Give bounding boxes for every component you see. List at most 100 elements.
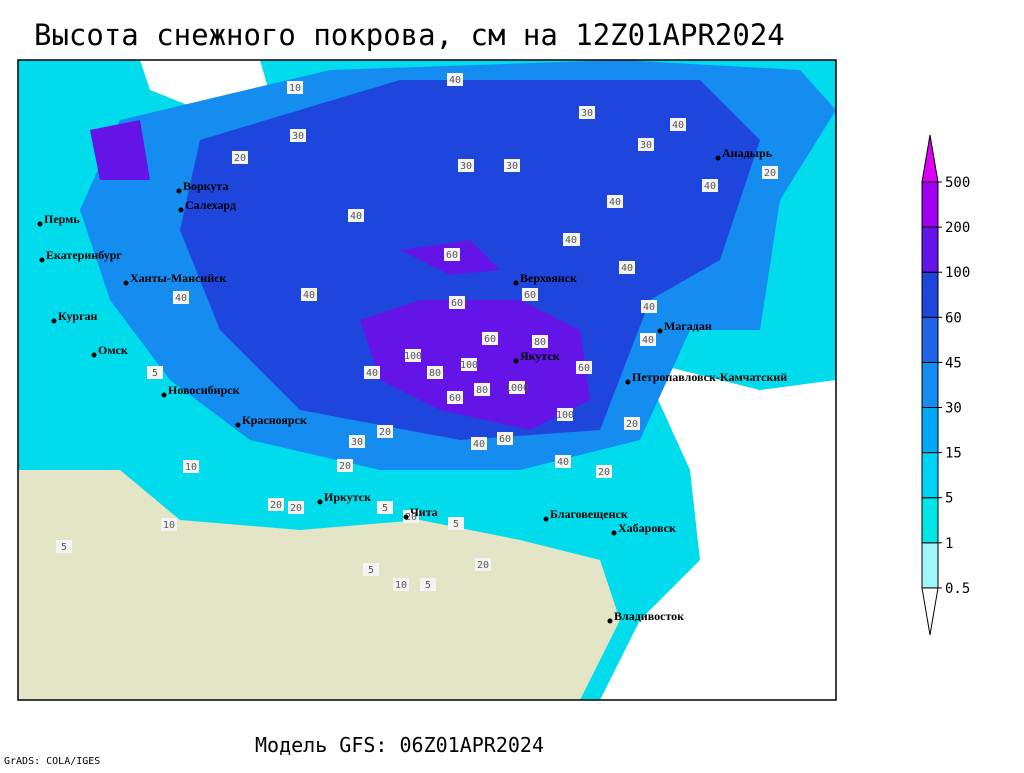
label-bg: [427, 366, 443, 379]
legend-swatch: [921, 542, 939, 589]
city-dot: [161, 392, 167, 398]
city-dot: [317, 499, 323, 505]
label-bg: [447, 391, 463, 404]
city-label: Петропавловск-Камчатский: [632, 370, 787, 384]
contour-label: 30: [351, 437, 363, 448]
city-dot: [91, 352, 97, 358]
label-bg: [522, 288, 538, 301]
label-bg: [640, 333, 656, 346]
label-bg: [762, 166, 778, 179]
contour-label: 30: [506, 161, 518, 172]
city-label: Воркута: [183, 179, 228, 193]
map-area: [17, 59, 837, 701]
contour-label: 30: [292, 131, 304, 142]
contour-label: 100: [404, 351, 422, 362]
label-bg: [579, 106, 595, 119]
map-frame: [17, 59, 837, 701]
label-bg: [377, 501, 393, 514]
contour-label: 80: [534, 337, 546, 348]
contour-label: 5: [152, 368, 158, 379]
contour-label: 40: [704, 181, 716, 192]
contour-label: 20: [598, 467, 610, 478]
contour-label: 60: [446, 250, 458, 261]
legend-label: 100: [945, 265, 970, 281]
contour-label: 40: [609, 197, 621, 208]
contour-label: 40: [621, 263, 633, 274]
contour-label: 40: [557, 457, 569, 468]
city-label: Хабаровск: [618, 521, 676, 535]
legend-swatch: [921, 181, 939, 228]
credit: GrADS: COLA/IGES: [4, 756, 100, 767]
label-bg: [290, 129, 306, 142]
label-bg: [183, 460, 199, 473]
contour-label: 40: [473, 439, 485, 450]
label-bg: [555, 455, 571, 468]
contour-label: 20: [290, 503, 302, 514]
label-bg: [232, 151, 248, 164]
city-label: Новосибирск: [168, 383, 240, 397]
contour-label: 60: [449, 393, 461, 404]
label-bg: [349, 435, 365, 448]
contour-label: 20: [477, 560, 489, 571]
label-bg: [461, 358, 477, 371]
contour-label: 30: [581, 108, 593, 119]
label-bg: [447, 73, 463, 86]
label-bg: [532, 335, 548, 348]
label-bg: [268, 498, 284, 511]
label-bg: [403, 510, 419, 523]
label-bg: [147, 366, 163, 379]
city-dot: [235, 422, 241, 428]
contour-label: 40: [449, 75, 461, 86]
sea: [600, 360, 836, 700]
label-bg: [363, 563, 379, 576]
city-label: Иркутск: [324, 490, 371, 504]
legend-swatch: [921, 452, 939, 499]
contour-label: 40: [350, 211, 362, 222]
label-bg: [638, 138, 654, 151]
city-dot: [611, 530, 617, 536]
legend-label: 1: [945, 536, 953, 552]
footer: Модель GFS: 06Z01APR2024: [255, 733, 544, 757]
contour-label: 100: [460, 360, 478, 371]
contour-label: 20: [405, 512, 417, 523]
contour-label: 5: [368, 565, 374, 576]
label-bg: [474, 383, 490, 396]
city-label: Анадырь: [722, 146, 773, 160]
contour-label: 10: [289, 83, 301, 94]
contour-label: 40: [672, 120, 684, 131]
map-title: Высота снежного покрова, см на 12Z01APR2…: [34, 18, 785, 52]
city-label: Пермь: [44, 212, 80, 226]
contour-label: 80: [429, 368, 441, 379]
city-label: Якутск: [520, 349, 560, 363]
legend-swatch: [921, 271, 939, 318]
legend-label: 0.5: [945, 581, 970, 597]
label-bg: [161, 518, 177, 531]
city-label: Чита: [410, 505, 438, 519]
contour-label: 20: [234, 153, 246, 164]
label-bg: [563, 233, 579, 246]
label-bg: [607, 195, 623, 208]
label-bg: [173, 291, 189, 304]
contour-label: 20: [626, 419, 638, 430]
contour-label: 10: [185, 462, 197, 473]
contour-label: 60: [451, 298, 463, 309]
city-dot: [657, 328, 663, 334]
contour-label: 30: [640, 140, 652, 151]
city-dot: [39, 257, 45, 263]
city-dot: [513, 358, 519, 364]
legend-swatch: [921, 361, 939, 408]
contour-label: 20: [764, 168, 776, 179]
legend-cap: [921, 587, 939, 635]
label-bg: [364, 366, 380, 379]
legend-label: 30: [945, 401, 962, 417]
contour-label: 5: [453, 519, 459, 530]
legend-label: 45: [945, 355, 962, 371]
label-bg: [337, 459, 353, 472]
city-dot: [513, 280, 519, 286]
label-bg: [509, 381, 525, 394]
contour-label: 40: [642, 335, 654, 346]
contour-label: 60: [578, 363, 590, 374]
label-bg: [497, 432, 513, 445]
